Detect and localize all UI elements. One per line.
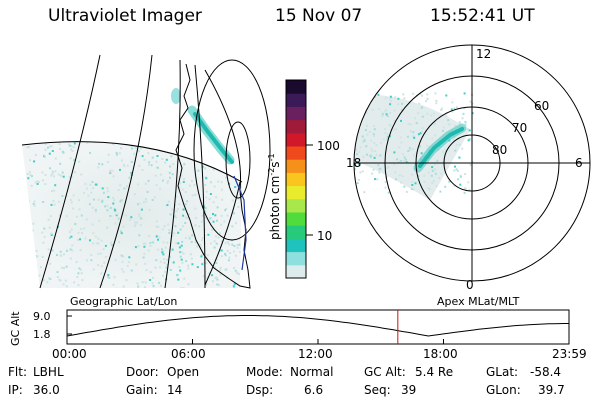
mlt-label-0: 0 xyxy=(466,278,474,292)
colorbar-segment xyxy=(286,93,306,107)
gain-label: Gain: xyxy=(126,383,158,397)
colorbar-segment xyxy=(286,159,306,173)
mlt-label-12: 12 xyxy=(476,47,492,61)
instrument-title: Ultraviolet Imager xyxy=(48,6,202,26)
lat-label-60: 60 xyxy=(534,99,550,113)
glat-label: GLat: xyxy=(486,365,519,379)
xtick-2359: 23:59 xyxy=(552,347,587,361)
flt-value: LBHL xyxy=(33,365,64,379)
xtick-1800: 18:00 xyxy=(423,347,458,361)
altitude-timeline xyxy=(66,309,570,345)
dsp-label: Dsp: xyxy=(246,383,274,397)
colorbar-segment xyxy=(286,80,306,94)
gain-value: 14 xyxy=(167,383,183,397)
mode-label: Mode: xyxy=(246,365,283,379)
seq-value: 39 xyxy=(401,383,417,397)
colorbar-segment xyxy=(286,264,306,279)
glon-label: GLon: xyxy=(486,383,521,397)
colorbar-segment xyxy=(286,119,306,134)
left-caption: Geographic Lat/Lon xyxy=(70,295,178,308)
gcalt-label: GC Alt: xyxy=(364,365,406,379)
xtick-0000: 00:00 xyxy=(52,347,87,361)
mlt-label-18: 18 xyxy=(346,156,362,170)
xtick-0600: 06:00 xyxy=(171,347,206,361)
colorbar-unit-label: photon cm-2s-1 xyxy=(267,153,282,240)
colorbar-tick-100: 100 xyxy=(317,139,340,153)
meridian-grid xyxy=(21,54,271,289)
date-label: 15 Nov 07 xyxy=(275,6,363,26)
right-caption: Apex MLat/MLT xyxy=(437,295,520,308)
coastline xyxy=(175,63,251,289)
flt-label: Flt: xyxy=(8,365,27,379)
unit-exp1: -2 xyxy=(267,167,276,176)
colorbar-segment xyxy=(286,251,306,266)
unit-s: s xyxy=(268,161,282,168)
glon-value: 39.7 xyxy=(538,383,565,397)
mlt-label-6: 6 xyxy=(575,156,583,170)
colorbar-segment xyxy=(286,172,306,187)
color-scale-bar xyxy=(285,79,313,279)
door-value: Open xyxy=(167,365,200,379)
ytick-9: 9.0 xyxy=(33,310,51,323)
door-label: Door: xyxy=(126,365,159,379)
lat-label-80: 80 xyxy=(492,143,508,157)
ip-label: IP: xyxy=(8,383,23,397)
colorbar-tick-10: 10 xyxy=(317,229,333,243)
mode-value: Normal xyxy=(290,365,334,379)
colorbar-segment xyxy=(286,132,306,147)
colorbar-segment xyxy=(286,198,306,213)
terminator-line xyxy=(233,175,247,271)
colorbar-segment xyxy=(286,238,306,253)
ytick-1-8: 1.8 xyxy=(33,328,51,341)
seq-label: Seq: xyxy=(364,383,391,397)
gcalt-value: 5.4 Re xyxy=(415,365,454,379)
ip-value: 36.0 xyxy=(33,383,60,397)
unit-base: photon cm xyxy=(268,175,282,240)
dsp-value: 6.6 xyxy=(304,383,324,397)
colorbar-segment xyxy=(286,212,306,226)
colorbar-segment xyxy=(286,146,306,160)
xtick-1200: 12:00 xyxy=(298,347,333,361)
unit-exp2: -1 xyxy=(267,153,276,162)
yaxis-label: GC Alt xyxy=(9,311,22,346)
lat-label-70: 70 xyxy=(512,121,528,135)
geographic-image xyxy=(21,54,271,289)
colorbar-segment xyxy=(286,106,306,121)
colorbar-segment xyxy=(286,225,306,239)
polar-plot xyxy=(353,44,591,282)
time-label: 15:52:41 UT xyxy=(430,6,535,26)
colorbar-segment xyxy=(286,185,306,200)
glat-value: -58.4 xyxy=(530,365,562,379)
